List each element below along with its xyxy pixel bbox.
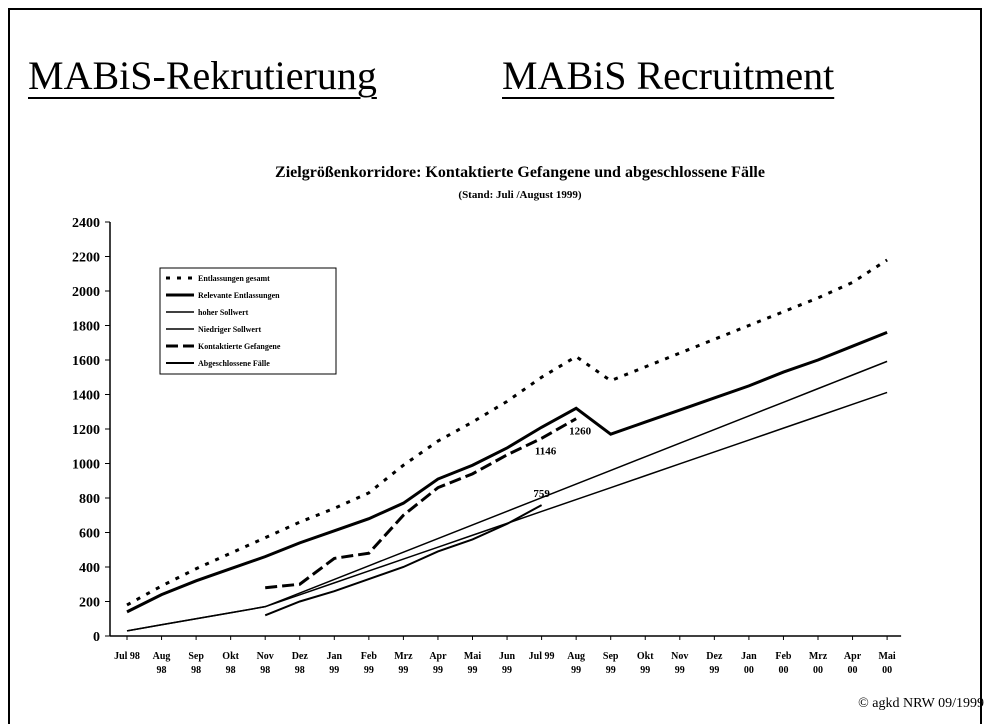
x-tick-label: Mrz 99 (394, 651, 413, 676)
series-line (126, 258, 888, 607)
x-tick-label: Jun 99 (498, 651, 516, 676)
series-line (265, 417, 577, 590)
x-tick-label: Feb 00 (775, 651, 792, 676)
y-tick-label: 1400 (72, 389, 100, 404)
y-tick-label: 600 (79, 527, 100, 542)
x-tick-label: Apr 99 (429, 651, 447, 676)
x-tick-label: Feb 99 (360, 651, 377, 676)
y-tick-label: 1600 (72, 354, 100, 369)
x-tick-label: Sep 98 (188, 651, 204, 676)
x-tick-label: Dez 98 (291, 651, 308, 676)
legend-label: hoher Sollwert (198, 308, 249, 317)
legend-label: Niedriger Sollwert (198, 325, 262, 334)
x-tick-label: Sep 99 (602, 651, 619, 676)
legend-label: Abgeschlossene Fälle (198, 359, 270, 368)
x-tick-label: Nov 98 (256, 651, 274, 676)
footer: © agkd NRW 09/1999 (858, 696, 984, 711)
legend-label: Entlassungen gesamt (198, 274, 270, 283)
value-label: 759 (533, 488, 550, 500)
y-tick-label: 2200 (72, 251, 100, 266)
legend-box (159, 267, 337, 375)
x-tick-label: Nov 99 (671, 651, 689, 676)
y-tick-label: 800 (79, 492, 100, 507)
y-tick-label: 1800 (72, 320, 100, 335)
x-tick-label: Jul 98 (114, 651, 140, 662)
y-tick-label: 0 (93, 630, 100, 645)
x-tick-label: Aug 98 (152, 651, 171, 676)
value-label: 1146 (535, 445, 557, 457)
x-tick-label: Dez 99 (706, 651, 723, 676)
legend-label: Relevante Entlassungen (198, 291, 280, 300)
slide-frame (8, 8, 982, 724)
header-right: MABiS Recruitment (502, 53, 835, 98)
y-tick-label: 2000 (72, 285, 100, 300)
x-tick-label: Mai 99 (463, 651, 482, 676)
chart-subtitle: (Stand: Juli /August 1999) (458, 189, 582, 201)
x-tick-label: Jan 00 (741, 651, 757, 676)
series-line (126, 331, 888, 614)
y-tick-label: 2400 (72, 216, 100, 231)
y-tick-label: 400 (79, 561, 100, 576)
header-left: MABiS-Rekrutierung (28, 53, 377, 98)
y-tick-label: 200 (79, 596, 100, 611)
x-tick-label: Okt 99 (636, 651, 654, 676)
series-line (264, 504, 543, 617)
x-tick-label: Aug 99 (567, 651, 586, 676)
x-tick-label: Jan 99 (326, 651, 343, 676)
y-tick-label: 1200 (72, 423, 100, 438)
value-label: 1260 (569, 426, 592, 438)
x-tick-label: Okt 98 (222, 651, 239, 676)
y-tick-label: 1000 (72, 458, 100, 473)
x-tick-label: Mai 00 (878, 651, 896, 676)
chart-title: Zielgrößenkorridore: Kontaktierte Gefang… (275, 164, 765, 181)
x-tick-label: Apr 00 (843, 651, 862, 676)
legend-label: Kontaktierte Gefangene (198, 342, 281, 351)
x-tick-label: Jul 99 (528, 651, 555, 662)
x-tick-label: Mrz 00 (808, 651, 828, 676)
